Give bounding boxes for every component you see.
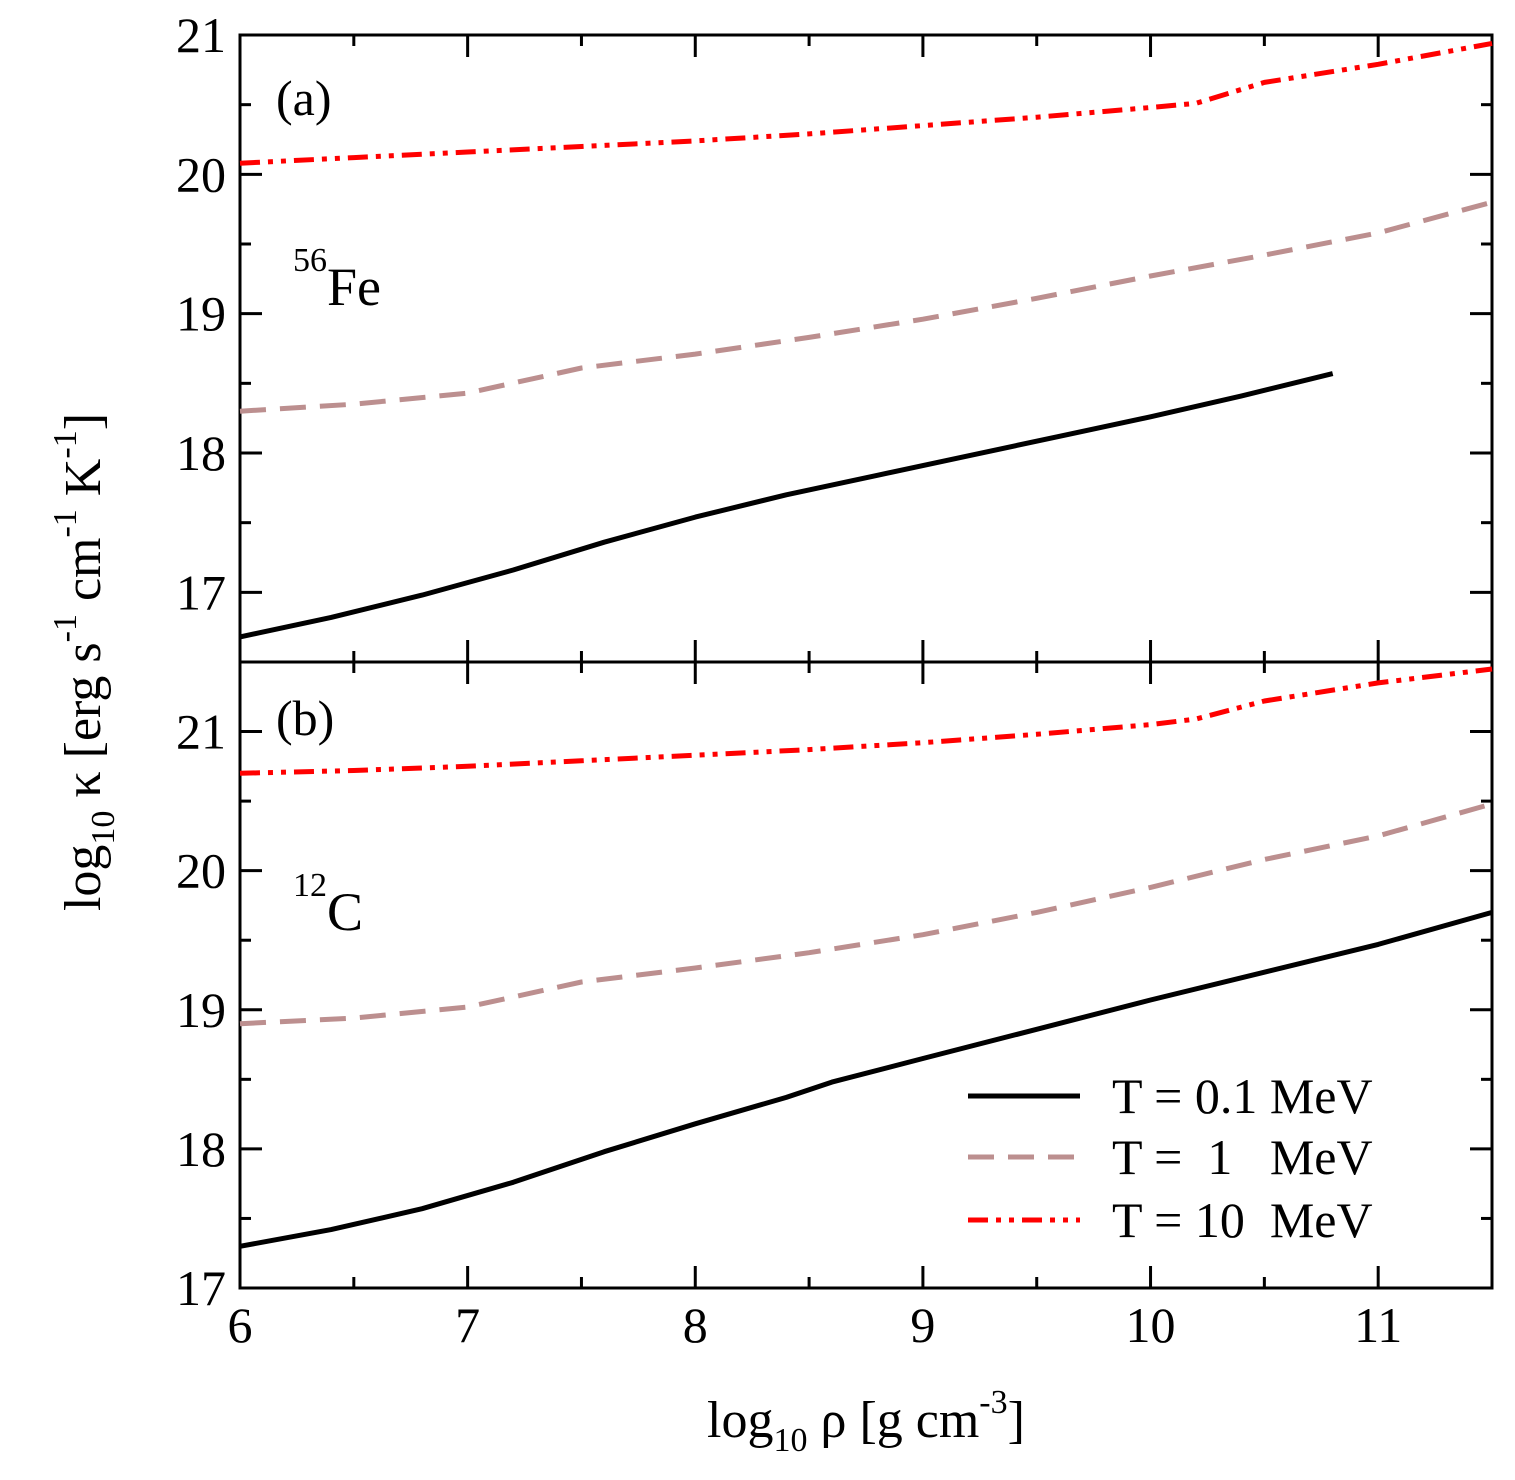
c12-mass-number: 12 (293, 867, 327, 904)
nuclide-c12-label: 12C (293, 867, 363, 942)
x-tick-label: 6 (228, 1297, 253, 1353)
y-tick-label-b: 21 (176, 704, 226, 760)
legend: T = 0.1 MeV T = 1 MeV T = 10 MeV (968, 1068, 1373, 1248)
y-title-suffix: ] (55, 413, 112, 430)
y-title-sup1: -1 (47, 614, 84, 642)
y-tick-label-a: 17 (176, 564, 226, 620)
x-title-main: ρ [g cm (808, 1392, 980, 1449)
x-title-sub: 10 (774, 1422, 808, 1459)
x-tick-label: 10 (1126, 1297, 1176, 1353)
x-title-suffix: ] (1008, 1392, 1025, 1449)
x-title-sup: -3 (979, 1384, 1007, 1421)
series-line-a-3 (239, 40, 1493, 166)
fe56-mass-number: 56 (293, 242, 327, 279)
panel-b: 17 18 19 20 21 6 7 8 9 10 11 (176, 660, 1494, 1353)
y-title-sup2: -1 (47, 509, 84, 537)
y-title-p3: K (55, 458, 112, 509)
y-title-log: log (55, 845, 112, 911)
y-tick-label-a: 19 (176, 286, 226, 342)
series-line-b-3 (239, 666, 1493, 776)
legend-label-t01: T = 0.1 MeV (1112, 1068, 1373, 1124)
series-line-b-1 (239, 909, 1493, 1249)
series-line-b-2 (239, 801, 1493, 1027)
fe56-element: Fe (327, 257, 381, 317)
y-title-sub: 10 (85, 811, 122, 845)
x-tick-label: 8 (683, 1297, 708, 1353)
x-tick-label: 11 (1354, 1297, 1402, 1353)
y-axis-title: log10 κ [erg s-1 cm-1 K-1] (47, 413, 122, 911)
x-axis-title: log10 ρ [g cm-3] (707, 1384, 1025, 1459)
y-tick-label-b: 18 (176, 1121, 226, 1177)
panel-a: 17 18 19 20 21 (176, 7, 1494, 664)
x-title-log: log (707, 1392, 773, 1449)
plot-frame-b (238, 660, 1494, 1290)
nuclide-fe56-label: 56Fe (293, 242, 381, 317)
y-title-p1: κ [erg s (55, 642, 112, 810)
legend-label-t10: T = 10 MeV (1112, 1192, 1373, 1248)
c12-element: C (327, 882, 363, 942)
panel-b-label: (b) (276, 690, 334, 746)
y-title-sup3: -1 (47, 430, 84, 458)
panel-a-label: (a) (276, 70, 332, 126)
y-tick-label-a: 18 (176, 425, 226, 481)
series-line-a-2 (239, 199, 1493, 414)
legend-label-t1: T = 1 MeV (1112, 1129, 1373, 1185)
y-title-p2: cm (55, 538, 112, 615)
y-tick-label-b: 19 (176, 982, 226, 1038)
y-tick-label-a: 21 (176, 7, 226, 63)
y-tick-label-a: 20 (176, 146, 226, 202)
x-tick-label: 7 (455, 1297, 480, 1353)
y-tick-label-b: 17 (176, 1260, 226, 1316)
series-line-a-1 (239, 371, 1334, 640)
x-tick-label: 9 (910, 1297, 935, 1353)
y-tick-label-b: 20 (176, 843, 226, 899)
